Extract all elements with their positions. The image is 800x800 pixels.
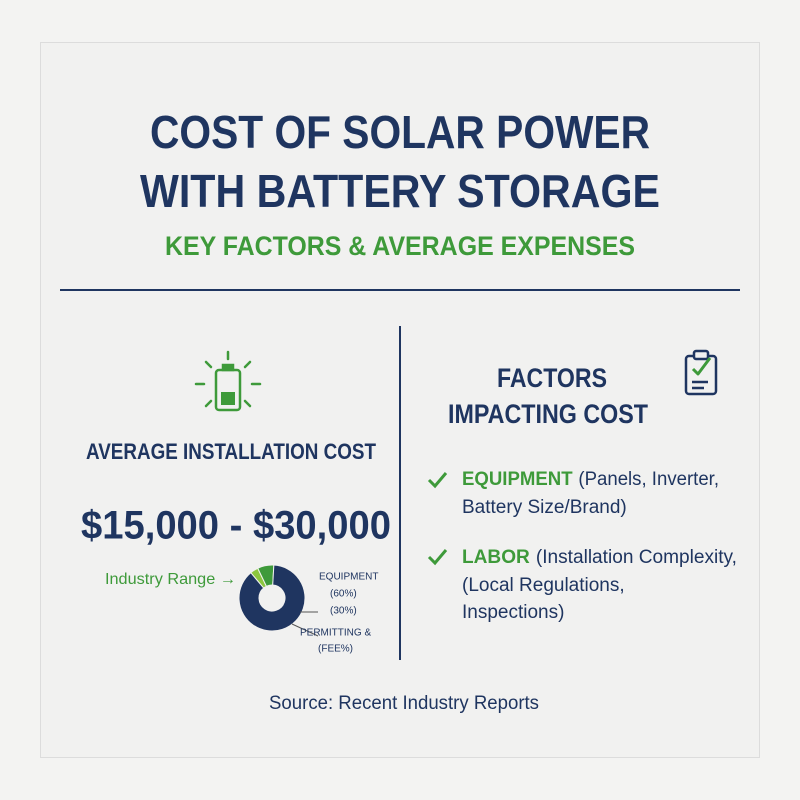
clipboard-icon xyxy=(684,349,718,396)
factor-detail: (Installation Complexity, xyxy=(536,547,737,568)
donut-label: (60%) xyxy=(330,589,357,600)
section-heading: IMPACTING COST xyxy=(448,399,648,429)
section-heading: FACTORS xyxy=(497,363,607,393)
section-heading: AVERAGE INSTALLATION COST xyxy=(86,439,376,464)
factor-line: LABOR (Installation Complexity, xyxy=(462,547,737,568)
source-note: Source: Recent Industry Reports xyxy=(269,693,539,714)
donut-label: EQUIPMENT xyxy=(319,572,378,583)
factor-detail: (Local Regulations, xyxy=(462,575,625,596)
title-line: COST OF SOLAR POWER xyxy=(150,106,650,158)
check-icon xyxy=(427,472,448,489)
title-line: WITH BATTERY STORAGE xyxy=(140,165,660,217)
donut-segment xyxy=(238,564,306,632)
factor-term: EQUIPMENT xyxy=(462,469,573,490)
factor-detail: (Panels, Inverter, xyxy=(578,469,719,490)
check-icon xyxy=(427,549,448,566)
cost-range: $15,000 - $30,000 xyxy=(81,504,391,548)
factor-line: EQUIPMENT (Panels, Inverter, xyxy=(462,469,719,490)
donut-label: (30%) xyxy=(330,606,357,617)
donut-label: (FEE%) xyxy=(318,644,353,655)
battery-icon xyxy=(194,350,262,412)
factor-detail: Inspections) xyxy=(462,602,564,623)
factor-detail: Battery Size/Brand) xyxy=(462,497,627,518)
leader-line xyxy=(291,623,319,637)
donut-label: PERMITTING & xyxy=(300,628,371,639)
subtitle: KEY FACTORS & AVERAGE EXPENSES xyxy=(165,231,635,261)
range-label: Industry Range → xyxy=(105,571,236,588)
donut-chart xyxy=(238,564,306,632)
factor-term: LABOR xyxy=(462,547,530,568)
